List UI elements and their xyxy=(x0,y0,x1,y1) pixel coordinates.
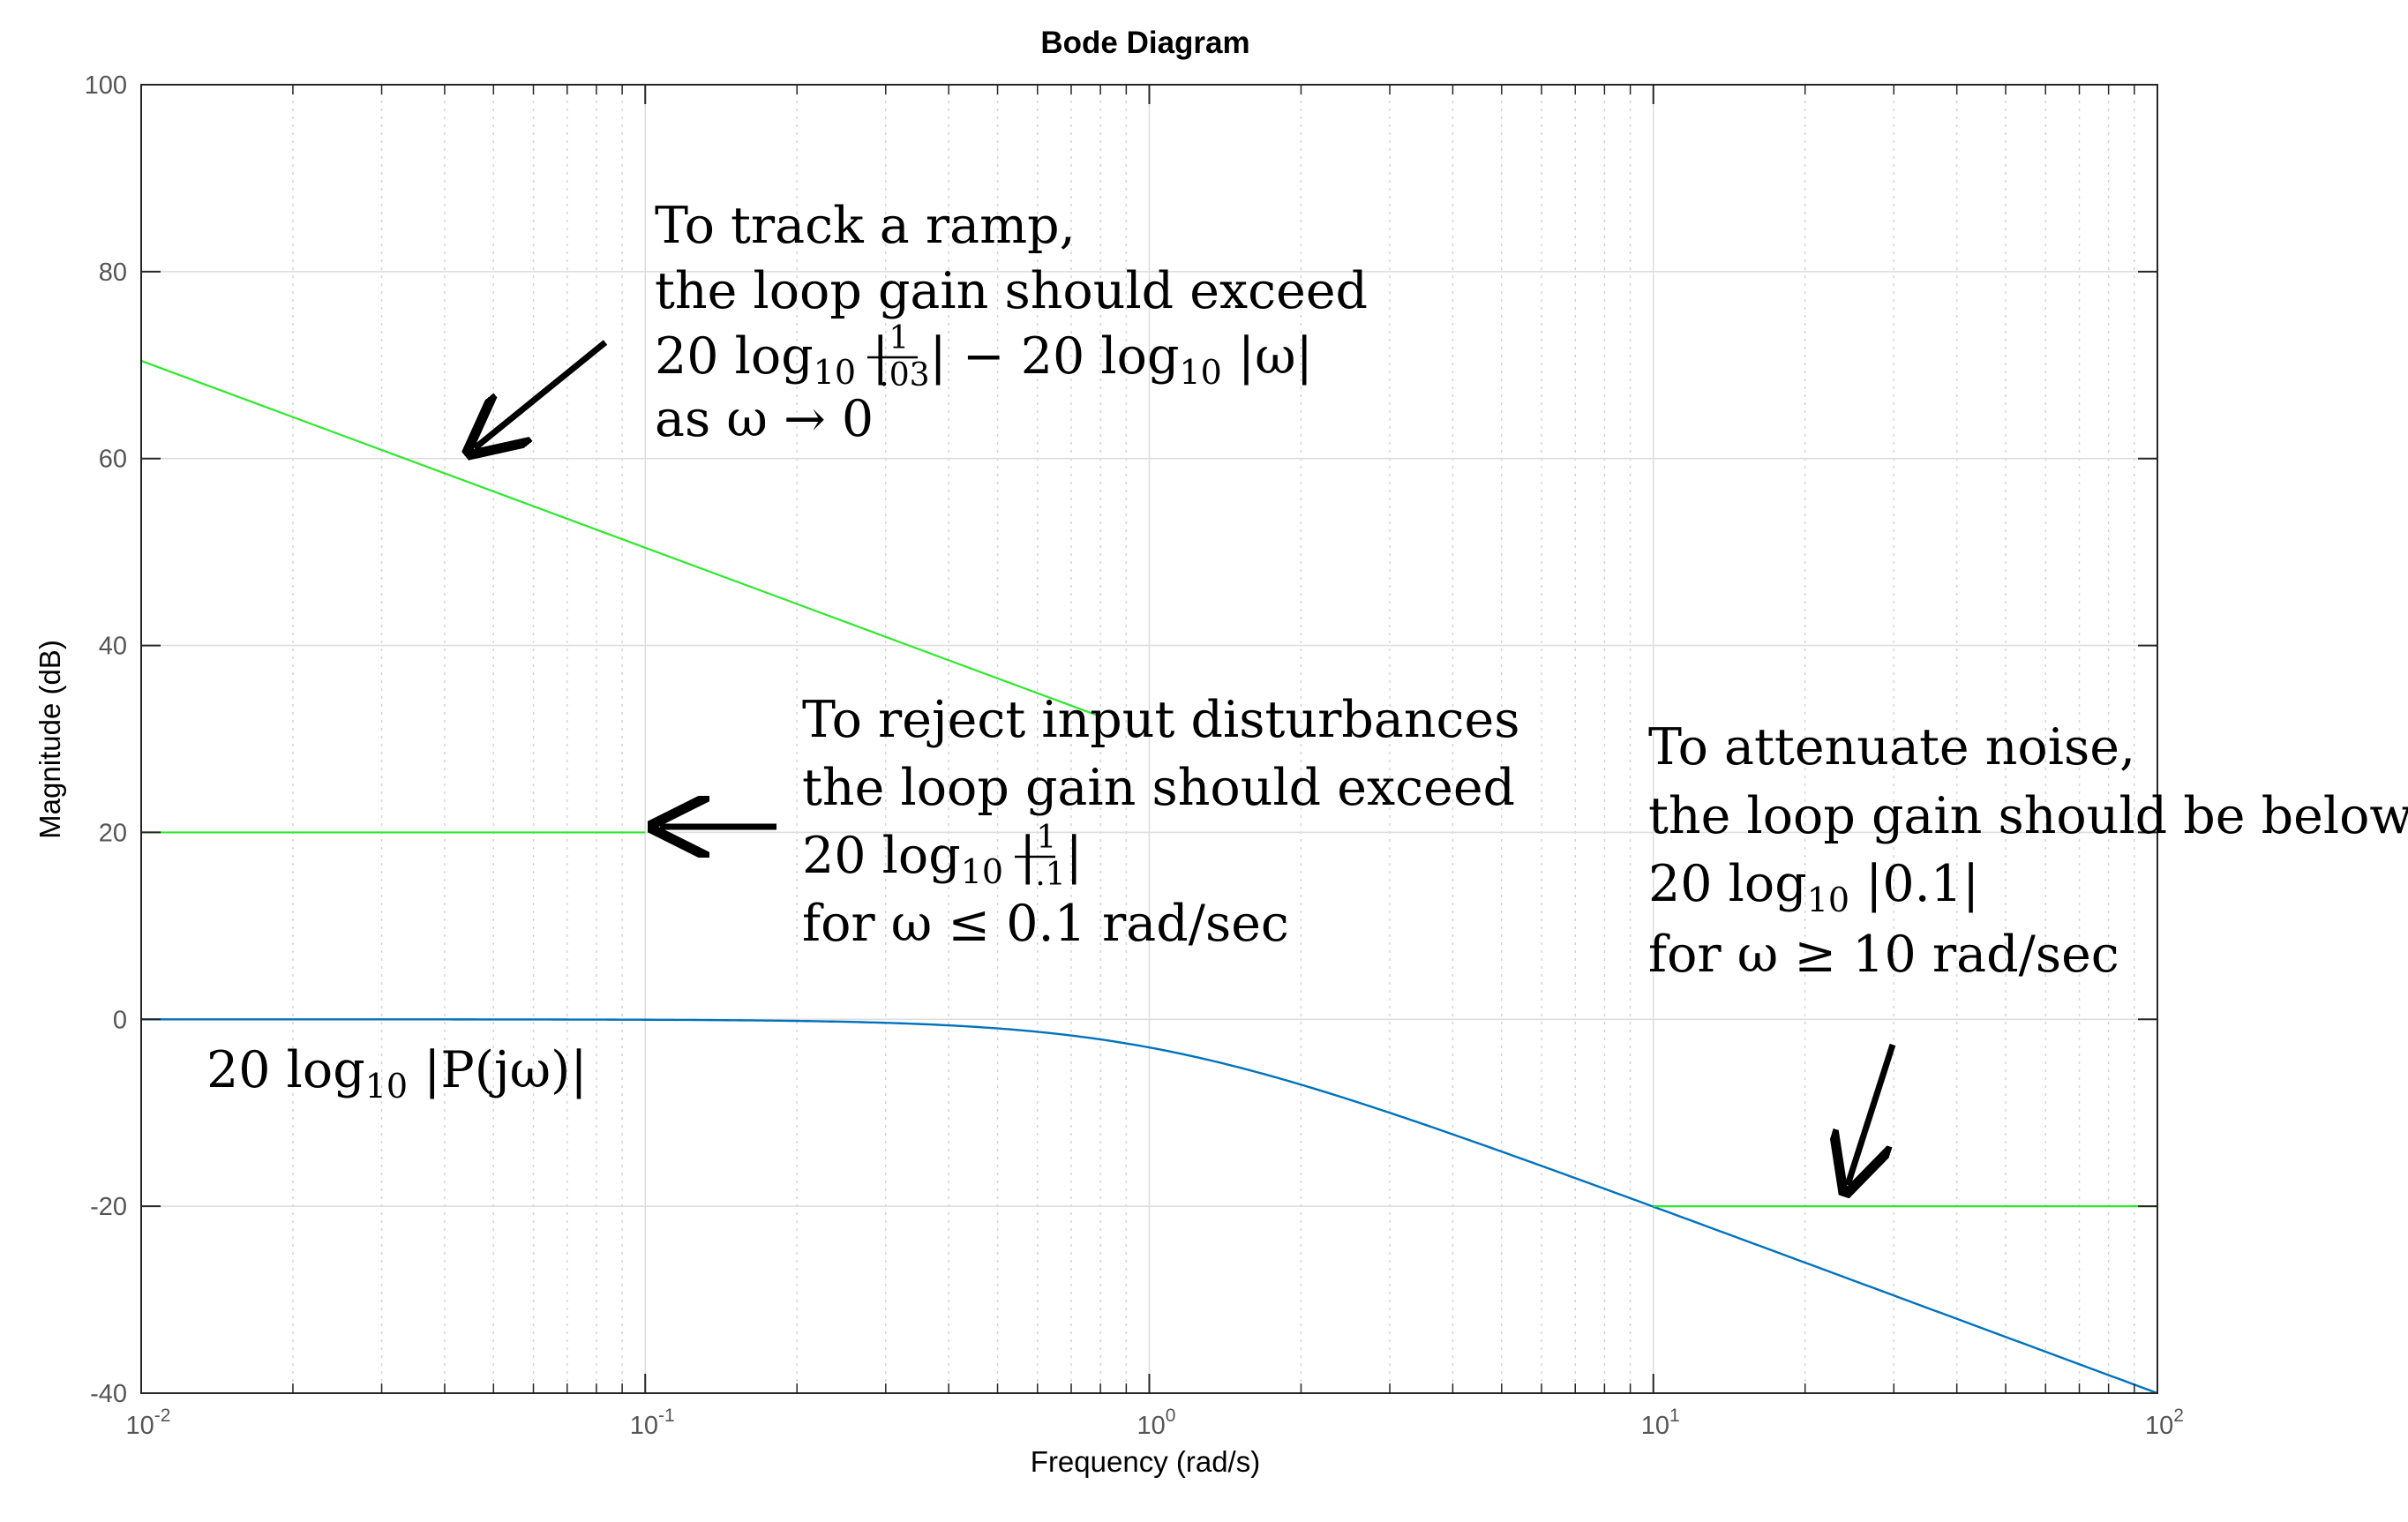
ramp-l3-sub: 10 xyxy=(814,353,856,392)
ramp-l3-a: 20 log xyxy=(655,327,814,386)
noise-l3-a: 20 log xyxy=(1648,855,1807,913)
y-tick-label: 40 xyxy=(99,633,127,661)
x-tick-label: 102 xyxy=(2145,1406,2184,1440)
x-tick-label: 101 xyxy=(1641,1406,1680,1440)
annotation-disturbance-line1: To reject input disturbances xyxy=(802,691,1519,749)
x-tick-base: 10 xyxy=(1641,1412,1669,1440)
y-axis-label: Magnitude (dB) xyxy=(34,640,66,839)
annotation-disturbance-line4: for ω ≤ 0.1 rad/sec xyxy=(802,895,1289,953)
annotation-noise-line1: To attenuate noise, xyxy=(1648,718,2135,776)
arrow-ramp xyxy=(475,340,608,448)
x-axis-label: Frequency (rad/s) xyxy=(1031,1445,1260,1478)
annotation-disturbance: To reject input disturbances the loop ga… xyxy=(802,691,1519,953)
ramp-l3-c: | − 20 log xyxy=(930,327,1180,386)
y-tick-label: 60 xyxy=(99,446,127,474)
plant-a: 20 log xyxy=(206,1041,365,1099)
chart-title: Bode Diagram xyxy=(1040,26,1249,60)
x-tick-base: 10 xyxy=(630,1412,658,1440)
ramp-l3-sub2: 10 xyxy=(1179,353,1221,392)
y-tick-label: -40 xyxy=(90,1380,127,1408)
x-tick-exponent: -1 xyxy=(658,1406,675,1426)
annotation-noise-line3: 20 log10 |0.1| xyxy=(1648,855,1979,919)
x-tick-base: 10 xyxy=(126,1412,154,1440)
noise-l3-sub: 10 xyxy=(1807,881,1849,919)
annotation-noise-line2: the loop gain should be below xyxy=(1648,787,2408,845)
y-tick-label: 20 xyxy=(99,819,127,847)
annotation-plant: 20 log10 |P(jω)| xyxy=(206,1041,588,1106)
annotation-ramp: To track a ramp, the loop gain should ex… xyxy=(655,197,1368,448)
annotation-noise: To attenuate noise, the loop gain should… xyxy=(1648,718,2408,984)
ramp-l3-den: .03 xyxy=(879,357,929,394)
x-tick-base: 10 xyxy=(1137,1412,1166,1440)
noise-l3-b: |0.1| xyxy=(1849,855,1979,913)
x-tick-label: 100 xyxy=(1137,1406,1176,1440)
dist-l3-sub: 10 xyxy=(961,852,1003,891)
x-tick-label: 10-1 xyxy=(630,1406,675,1440)
dist-l3-den: .1 xyxy=(1035,857,1065,893)
annotation-disturbance-line2: the loop gain should exceed xyxy=(802,759,1515,817)
x-tick-exponent: 0 xyxy=(1166,1406,1176,1426)
plant-b: |P(jω)| xyxy=(408,1041,588,1099)
annotation-ramp-line2: the loop gain should exceed xyxy=(655,262,1368,320)
x-tick-exponent: -2 xyxy=(154,1406,171,1426)
x-tick-label: 10-2 xyxy=(126,1406,171,1440)
arrow-noise xyxy=(1848,1043,1896,1185)
x-tick-exponent: 2 xyxy=(2173,1406,2184,1426)
dist-l3-c: | xyxy=(1066,827,1083,885)
y-tick-label: -20 xyxy=(90,1193,127,1221)
series-layer xyxy=(140,359,2158,1395)
ramp-l3-num: 1 xyxy=(889,320,909,356)
x-tick-exponent: 1 xyxy=(1669,1406,1680,1426)
annotation-ramp-line4: as ω → 0 xyxy=(655,390,874,448)
y-tick-label: 100 xyxy=(85,71,127,100)
annotation-noise-line4: for ω ≥ 10 rad/sec xyxy=(1648,926,2119,984)
series-bound-1 xyxy=(140,359,1101,718)
series-plant-magnitude xyxy=(141,1018,2158,1395)
y-tick-label: 0 xyxy=(113,1006,127,1034)
x-tick-base: 10 xyxy=(2145,1412,2173,1440)
y-tick-label: 80 xyxy=(99,259,127,287)
ramp-l3-d: |ω| xyxy=(1222,327,1313,386)
dist-l3-a: 20 log xyxy=(802,827,961,885)
plant-sub: 10 xyxy=(365,1067,408,1106)
annotation-ramp-line3: 20 log10 |1.03| − 20 log10 |ω| xyxy=(655,320,1313,394)
dist-l3-num: 1 xyxy=(1036,820,1056,856)
annotation-ramp-line1: To track a ramp, xyxy=(655,197,1076,255)
